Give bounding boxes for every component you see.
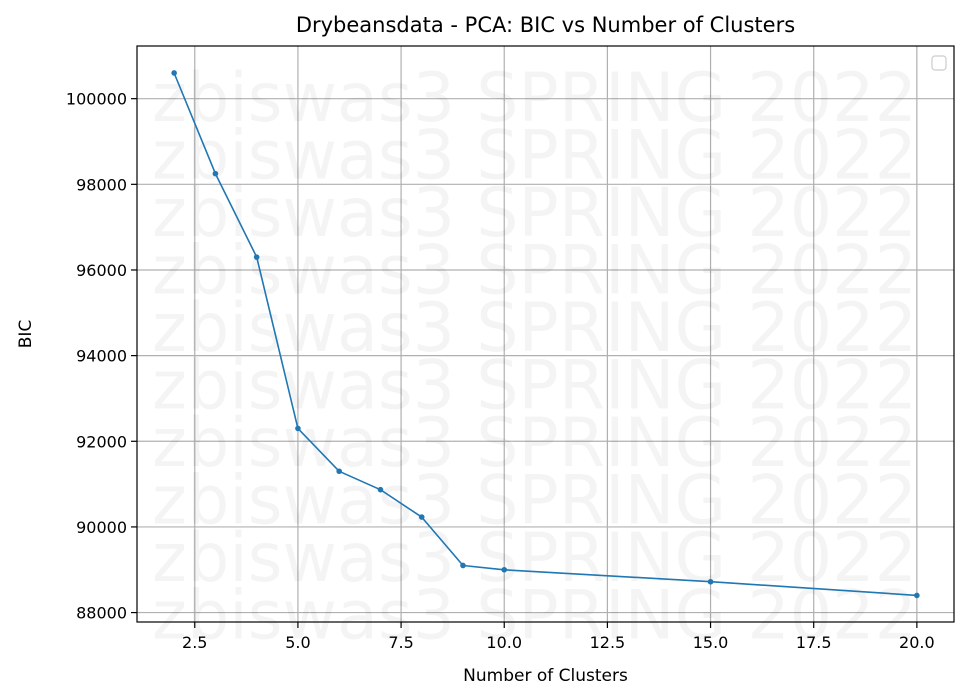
data-point <box>295 425 301 432</box>
watermark-text: zbiswas3 SPRING 2022 <box>152 462 917 541</box>
x-tick-label: 5.0 <box>285 633 310 652</box>
data-point <box>253 254 260 260</box>
y-tick-label: 94000 <box>76 347 127 366</box>
x-tick-label: 12.5 <box>590 633 626 652</box>
series-layer <box>171 70 920 599</box>
plot-frame <box>136 45 955 623</box>
y-tick-label: 90000 <box>76 518 127 537</box>
x-tick-label: 10.0 <box>486 633 522 652</box>
x-tick-label: 17.5 <box>796 633 832 652</box>
legend-box <box>931 55 947 71</box>
tick-layer: 2.5 5.0 7.5 10.0 12.5 15.0 17.5 20.0 88000 90000 9… <box>66 90 935 652</box>
grid-layer <box>137 46 954 622</box>
watermark-text: zbiswas3 SPRING 2022 <box>152 577 917 656</box>
data-point <box>707 578 714 585</box>
y-tick-label: 96000 <box>76 261 127 280</box>
x-tick-label: 20.0 <box>899 633 935 652</box>
watermark-text: zbiswas3 SPRING 2022 <box>152 232 917 311</box>
x-tick-label: 2.5 <box>182 633 207 652</box>
data-point <box>377 486 384 493</box>
y-tick-label: 98000 <box>76 175 127 194</box>
y-tick-label: 88000 <box>76 604 127 623</box>
data-point <box>171 70 177 76</box>
data-point <box>336 468 342 475</box>
x-tick-label: 7.5 <box>388 633 413 652</box>
y-tick-label: 100000 <box>66 90 127 109</box>
data-point <box>418 514 425 520</box>
watermark-text: zbiswas3 SPRING 2022 <box>152 117 917 196</box>
watermark-text: zbiswas3 SPRING 2022 <box>152 174 917 253</box>
data-point <box>212 170 219 177</box>
watermark-text: zbiswas3 SPRING 2022 <box>152 347 917 426</box>
y-axis-label: BIC <box>16 320 36 349</box>
x-tick-label: 15.0 <box>693 633 729 652</box>
data-point <box>914 592 920 599</box>
data-point <box>501 566 508 573</box>
y-tick-label: 92000 <box>76 432 127 451</box>
chart-title: Drybeansdata - PCA: BIC vs Number of Clu… <box>296 13 795 37</box>
x-axis-label: Number of Clusters <box>463 666 628 686</box>
watermark-text: zbiswas3 SPRING 2022 <box>152 404 917 483</box>
data-point <box>460 562 466 569</box>
watermark-text: zbiswas3 SPRING 2022 <box>152 59 917 138</box>
watermark-text: zbiswas3 SPRING 2022 <box>152 519 917 598</box>
